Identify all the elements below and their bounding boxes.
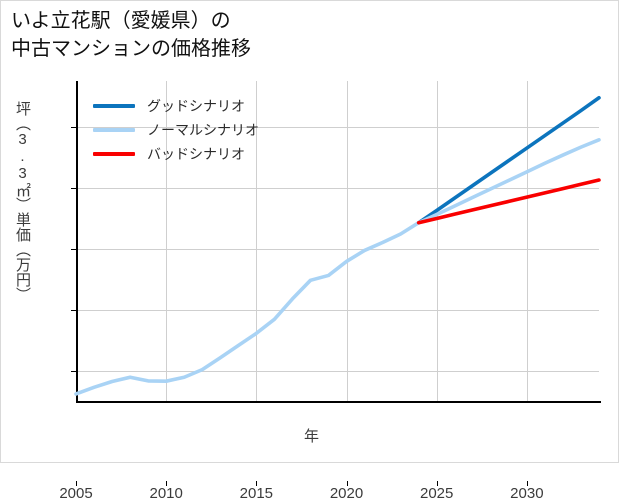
x-axis-label: 年 [303, 428, 319, 445]
series-line [416, 95, 601, 225]
y-tick-mark [71, 126, 76, 128]
gridline-horizontal [76, 309, 599, 311]
chart-title-line-1: いよ立花駅（愛媛県）の [11, 10, 231, 32]
legend-color-swatch [93, 152, 135, 156]
chart-legend: グッドシナリオ ノーマルシナリオ バッドシナリオ [93, 94, 323, 166]
gridline-vertical [346, 81, 348, 401]
gridline-vertical [166, 81, 168, 401]
legend-color-swatch [93, 128, 135, 132]
gridline-horizontal [76, 370, 599, 372]
y-tick-mark [71, 309, 76, 311]
x-tick-label: 2015 [239, 485, 274, 502]
chart-title-line-2: 中古マンションの価格推移 [11, 38, 251, 60]
gridline-vertical [526, 81, 528, 401]
legend-item-label: ノーマルシナリオ [147, 122, 259, 138]
y-tick-mark [71, 370, 76, 372]
gridline-horizontal [76, 187, 599, 189]
legend-item-label: グッドシナリオ [147, 98, 245, 114]
legend-color-swatch [93, 104, 135, 108]
x-tick-label: 2005 [59, 485, 93, 502]
x-tick-label: 2010 [149, 485, 183, 502]
series-line [74, 138, 601, 396]
legend-item[interactable]: グッドシナリオ [93, 94, 323, 118]
series-lines [74, 95, 601, 396]
y-tick-mark [71, 187, 76, 189]
legend-item[interactable]: ノーマルシナリオ [93, 118, 323, 142]
series-line [416, 178, 601, 225]
legend-item-label: バッドシナリオ [147, 146, 245, 162]
chart-title: いよ立花駅（愛媛県）の 中古マンションの価格推移 [11, 7, 611, 63]
y-axis-label: 坪（3.3㎡）単価（万円） [14, 101, 31, 302]
x-tick-label: 2020 [329, 485, 364, 502]
x-tick-label: 2030 [510, 485, 544, 502]
gridline-vertical [436, 81, 438, 401]
plot-frame [76, 81, 601, 403]
legend-item[interactable]: バッドシナリオ [93, 142, 323, 166]
y-tick-mark [71, 248, 76, 250]
gridline-vertical [256, 81, 258, 401]
x-tick-label: 2025 [420, 485, 454, 502]
gridline-horizontal [76, 126, 599, 128]
gridline-horizontal [76, 248, 599, 250]
